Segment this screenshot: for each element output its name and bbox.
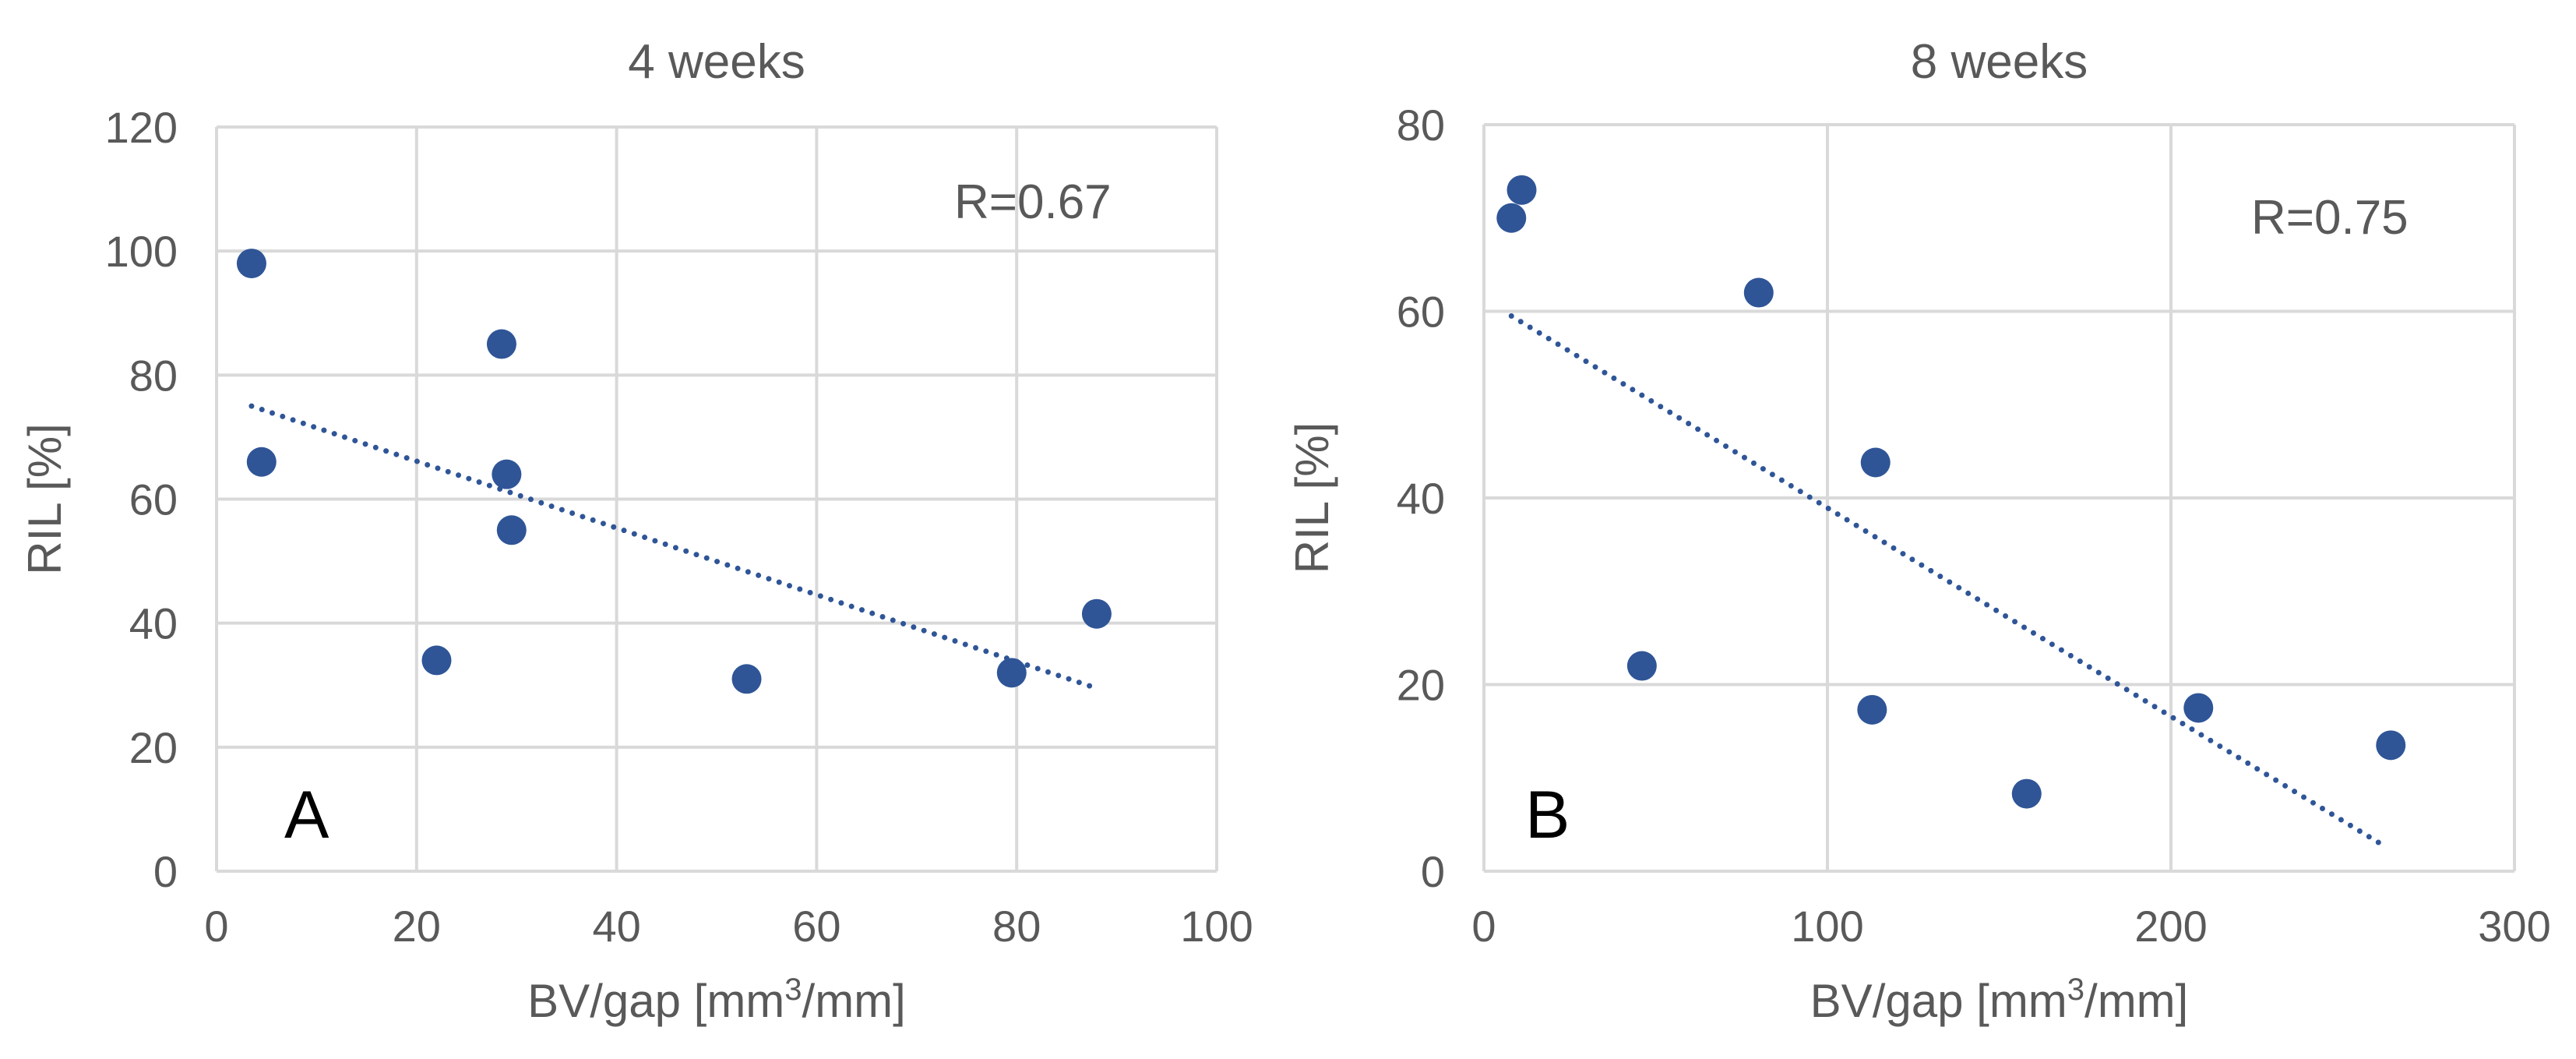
data-point [731,664,762,694]
x-tick-labels: 0 20 40 60 80 100 [204,902,1253,951]
data-point [492,459,522,489]
x-axis-label-superscript: 3 [2067,973,2084,1007]
y-tick-label: 40 [1397,474,1445,523]
y-tick-label: 0 [1421,847,1445,896]
data-point [1081,598,1112,629]
x-tick-label: 60 [792,902,840,951]
panel-label: B [1525,778,1570,852]
chart-panel-8-weeks: 0 20 40 60 80 0 100 200 300 8 weeks RIL [%] BV/… [1286,35,2551,1027]
correlation-annotation: R=0.75 [2251,191,2409,245]
chart-title: 4 weeks [628,35,805,89]
data-points [236,249,1112,694]
y-tick-label: 20 [1397,661,1445,710]
y-tick-label: 100 [105,227,178,276]
x-tick-label: 0 [204,902,228,951]
data-point [2376,730,2406,761]
y-tick-label: 20 [129,723,178,772]
x-axis-label: BV/gap [mm3/mm] [1810,973,2189,1027]
trendline [248,403,1100,691]
y-tick-label: 0 [153,847,178,896]
data-point [2011,778,2042,809]
trendline [1508,312,2391,851]
y-axis-label: RIL [%] [19,423,71,575]
x-tick-label: 100 [1180,902,1253,951]
data-point [1496,203,1527,233]
chart-title: 8 weeks [1911,35,2088,89]
data-point [2183,693,2214,723]
data-point [996,658,1027,688]
x-axis-label-superscript: 3 [784,973,802,1007]
x-tick-label: 80 [992,902,1041,951]
y-tick-labels: 0 20 40 60 80 100 120 [105,103,178,896]
y-tick-labels: 0 20 40 60 80 [1397,101,1445,896]
x-axis-label-tail: /mm] [2084,975,2188,1027]
chart-grid [1482,123,2516,873]
data-point [1743,277,1774,308]
data-point [1506,175,1537,205]
chart-panel-4-weeks: 0 20 40 60 80 100 120 0 20 40 60 80 100 4 weeks RIL… [19,35,1253,1027]
x-axis-label: BV/gap [mm3/mm] [527,973,906,1027]
y-tick-label: 120 [105,103,178,152]
data-point [1626,651,1657,681]
data-point [496,515,527,545]
y-tick-label: 80 [1397,101,1445,150]
x-axis-label-tail: /mm] [802,975,906,1027]
panel-label: A [284,778,329,852]
x-axis-label-main: BV/gap [mm [1810,975,2067,1027]
trendline-group [1508,312,2391,851]
data-point [421,645,452,676]
x-tick-label: 40 [592,902,640,951]
data-points [1496,175,2406,809]
y-tick-label: 80 [129,351,178,400]
correlation-annotation: R=0.67 [954,175,1112,229]
x-tick-label: 300 [2478,902,2550,951]
x-tick-label: 20 [393,902,441,951]
x-tick-label: 200 [2134,902,2207,951]
y-tick-label: 40 [129,599,178,648]
x-tick-labels: 0 100 200 300 [1471,902,2550,951]
chart-grid [215,125,1218,873]
data-point [1857,694,1887,725]
data-point [1860,447,1891,478]
x-tick-label: 100 [1791,902,1863,951]
data-point [486,329,516,359]
y-axis-label: RIL [%] [1286,422,1338,574]
data-point [246,447,277,477]
y-tick-label: 60 [1397,288,1445,337]
x-axis-label-main: BV/gap [mm [527,975,784,1027]
data-point [236,249,266,279]
trendline-group [248,403,1100,691]
x-tick-label: 0 [1471,902,1496,951]
y-tick-label: 60 [129,475,178,524]
